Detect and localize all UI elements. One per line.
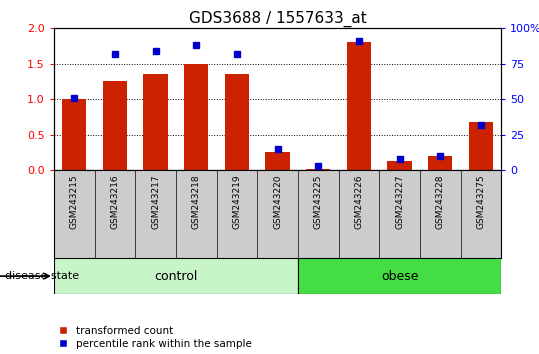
Bar bbox=[469, 122, 493, 170]
Bar bbox=[103, 81, 127, 170]
Text: GSM243226: GSM243226 bbox=[355, 174, 363, 229]
Text: obese: obese bbox=[381, 270, 418, 282]
Text: GSM243219: GSM243219 bbox=[232, 174, 241, 229]
Text: GSM243218: GSM243218 bbox=[192, 174, 201, 229]
Text: control: control bbox=[154, 270, 198, 282]
Text: GSM243227: GSM243227 bbox=[395, 174, 404, 229]
Bar bbox=[62, 99, 86, 170]
Bar bbox=[143, 74, 168, 170]
Bar bbox=[306, 169, 330, 170]
Text: GSM243220: GSM243220 bbox=[273, 174, 282, 229]
Text: GSM243215: GSM243215 bbox=[70, 174, 79, 229]
Text: GSM243216: GSM243216 bbox=[110, 174, 120, 229]
Bar bbox=[225, 74, 249, 170]
Bar bbox=[265, 152, 290, 170]
Bar bbox=[184, 64, 209, 170]
Bar bbox=[428, 156, 452, 170]
Bar bbox=[388, 161, 412, 170]
Bar bbox=[347, 42, 371, 170]
Text: disease state: disease state bbox=[5, 271, 80, 281]
Title: GDS3688 / 1557633_at: GDS3688 / 1557633_at bbox=[189, 11, 367, 27]
Text: GSM243217: GSM243217 bbox=[151, 174, 160, 229]
Text: GSM243225: GSM243225 bbox=[314, 174, 323, 229]
Bar bbox=[54, 258, 298, 294]
Text: GSM243275: GSM243275 bbox=[476, 174, 486, 229]
Bar bbox=[298, 258, 501, 294]
Text: GSM243228: GSM243228 bbox=[436, 174, 445, 229]
Legend: transformed count, percentile rank within the sample: transformed count, percentile rank withi… bbox=[59, 326, 252, 349]
